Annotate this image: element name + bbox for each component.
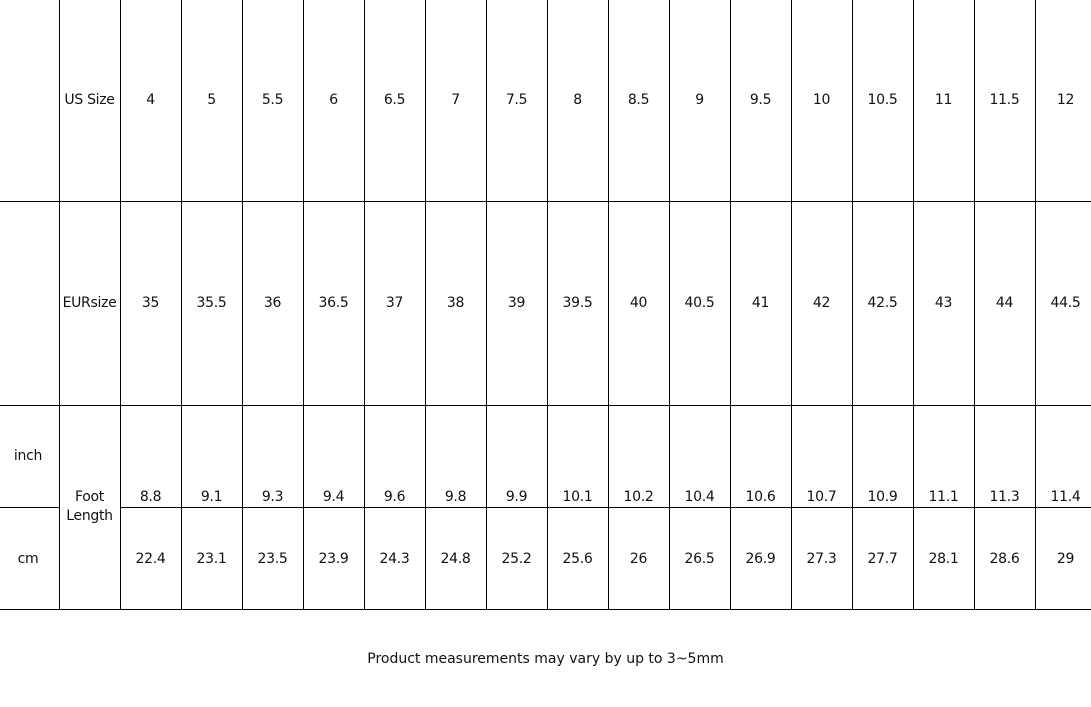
table-cell: 41 [751, 295, 770, 311]
table-cell: 42.5 [867, 295, 898, 311]
cm-cell: 27.3 [806, 551, 837, 567]
cm-cell: 24.8 [440, 551, 471, 567]
table-cell: 9.5 [749, 92, 772, 108]
column-divider [303, 0, 304, 609]
table-cell: 11.5 [989, 92, 1020, 108]
inch-cell: 9.3 [261, 489, 284, 505]
measurement-note: Product measurements may vary by up to 3… [367, 651, 724, 667]
row-divider [0, 609, 1091, 610]
table-cell: 8 [573, 92, 582, 108]
inch-cell: 11.1 [928, 489, 959, 505]
column-divider [242, 0, 243, 609]
cm-cell: 26 [629, 551, 648, 567]
table-cell: 12 [1056, 92, 1075, 108]
cm-cell: 23.1 [196, 551, 227, 567]
table-cell: 37 [385, 295, 404, 311]
table-cell: 36 [263, 295, 282, 311]
table-cell: 35.5 [196, 295, 227, 311]
cm-cell: 28.1 [928, 551, 959, 567]
cm-cell: 23.5 [257, 551, 288, 567]
inch-cell: 9.6 [383, 489, 406, 505]
inch-cell: 10.4 [684, 489, 715, 505]
foot-length-header: Foot Length [66, 489, 113, 524]
table-cell: 40 [629, 295, 648, 311]
inch-cell: 11.4 [1050, 489, 1081, 505]
inch-cell: 10.2 [623, 489, 654, 505]
table-cell: 38 [446, 295, 465, 311]
table-cell: 6.5 [383, 92, 406, 108]
unit-label-cm: cm [17, 551, 39, 567]
table-cell: 8.5 [627, 92, 650, 108]
inch-cell: 9.9 [505, 489, 528, 505]
column-divider [791, 0, 792, 609]
column-divider [913, 0, 914, 609]
cm-cell: 29 [1056, 551, 1075, 567]
inch-cell: 10.9 [867, 489, 898, 505]
table-cell: 44 [995, 295, 1014, 311]
table-cell: 9 [695, 92, 704, 108]
row-divider [0, 405, 1091, 406]
table-cell: 43 [934, 295, 953, 311]
inch-cell: 9.4 [322, 489, 345, 505]
table-cell: 6 [329, 92, 338, 108]
cm-cell: 25.2 [501, 551, 532, 567]
table-cell: 44.5 [1050, 295, 1081, 311]
column-divider [1035, 0, 1036, 609]
inch-cell: 10.7 [806, 489, 837, 505]
unit-label-inch: inch [13, 448, 43, 464]
inch-cell: 9.1 [200, 489, 223, 505]
inch-cell: 9.8 [444, 489, 467, 505]
table-cell: 11 [934, 92, 953, 108]
table-cell: 5.5 [261, 92, 284, 108]
row-divider [0, 507, 59, 508]
row-header: EURsize [62, 295, 117, 311]
column-divider [181, 0, 182, 609]
table-cell: 5 [207, 92, 216, 108]
table-cell: 10.5 [867, 92, 898, 108]
table-cell: 42 [812, 295, 831, 311]
table-cell: 36.5 [318, 295, 349, 311]
column-divider [425, 0, 426, 609]
column-divider [364, 0, 365, 609]
cm-cell: 26.5 [684, 551, 715, 567]
cm-cell: 25.6 [562, 551, 593, 567]
column-divider [608, 0, 609, 609]
inch-cell: 10.6 [745, 489, 776, 505]
cm-cell: 27.7 [867, 551, 898, 567]
table-cell: 10 [812, 92, 831, 108]
column-divider [547, 0, 548, 609]
table-cell: 4 [146, 92, 155, 108]
row-divider [59, 201, 1091, 202]
table-cell: 7.5 [505, 92, 528, 108]
cm-cell: 23.9 [318, 551, 349, 567]
cm-cell: 28.6 [989, 551, 1020, 567]
row-divider [0, 201, 59, 202]
table-cell: 39 [507, 295, 526, 311]
cm-cell: 24.3 [379, 551, 410, 567]
column-divider [974, 0, 975, 609]
column-divider [486, 0, 487, 609]
cm-cell: 26.9 [745, 551, 776, 567]
row-divider [120, 507, 1091, 508]
inch-cell: 11.3 [989, 489, 1020, 505]
row-header: US Size [64, 92, 115, 108]
column-divider [59, 0, 60, 609]
cm-cell: 22.4 [135, 551, 166, 567]
table-cell: 39.5 [562, 295, 593, 311]
inch-cell: 10.1 [562, 489, 593, 505]
column-divider [730, 0, 731, 609]
column-divider [852, 0, 853, 609]
column-divider [669, 0, 670, 609]
table-cell: 7 [451, 92, 460, 108]
table-cell: 40.5 [684, 295, 715, 311]
column-divider [120, 0, 121, 609]
table-cell: 35 [141, 295, 160, 311]
inch-cell: 8.8 [139, 489, 162, 505]
